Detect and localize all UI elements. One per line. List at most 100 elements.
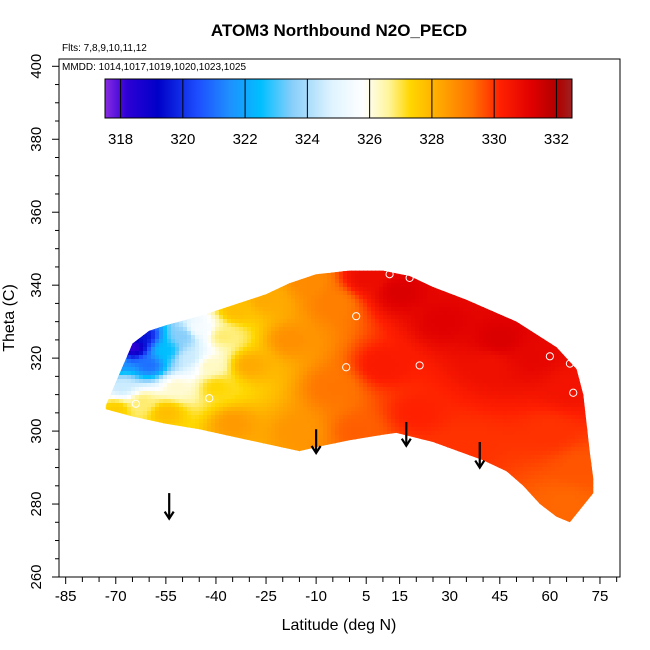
field-cell xyxy=(551,311,556,316)
field-cell xyxy=(323,303,328,308)
field-cell xyxy=(199,375,204,380)
field-cell xyxy=(243,351,248,356)
field-cell xyxy=(487,263,492,268)
field-cell xyxy=(423,331,428,336)
field-cell xyxy=(391,259,396,264)
field-cell xyxy=(191,287,196,292)
field-cell xyxy=(211,411,216,416)
field-cell xyxy=(287,299,292,304)
field-cell xyxy=(343,315,348,320)
field-cell xyxy=(367,407,372,412)
field-cell xyxy=(371,403,376,408)
field-cell xyxy=(455,359,460,364)
field-cell xyxy=(551,383,556,388)
field-cell xyxy=(587,315,592,320)
field-cell xyxy=(347,299,352,304)
field-cell xyxy=(151,339,156,344)
field-cell xyxy=(167,359,172,364)
field-cell xyxy=(371,295,376,300)
field-cell xyxy=(439,363,444,368)
field-cell xyxy=(115,367,120,372)
field-cell xyxy=(327,347,332,352)
field-cell xyxy=(115,275,120,280)
field-cell xyxy=(395,271,400,276)
field-cell xyxy=(579,379,584,384)
field-cell xyxy=(575,319,580,324)
field-cell xyxy=(279,259,284,264)
field-cell xyxy=(111,255,116,260)
field-cell xyxy=(463,259,468,264)
field-cell xyxy=(571,367,576,372)
field-cell xyxy=(323,367,328,372)
field-cell xyxy=(467,379,472,384)
field-cell xyxy=(475,347,480,352)
field-cell xyxy=(343,295,348,300)
field-cell xyxy=(115,355,120,360)
field-cell xyxy=(491,275,496,280)
field-cell xyxy=(307,383,312,388)
field-cell xyxy=(491,323,496,328)
field-cell xyxy=(243,355,248,360)
field-cell xyxy=(463,275,468,280)
field-cell xyxy=(423,367,428,372)
field-cell xyxy=(591,275,594,280)
field-cell xyxy=(435,287,440,292)
field-cell xyxy=(483,303,488,308)
field-cell xyxy=(551,279,556,284)
field-cell xyxy=(327,391,332,396)
field-cell xyxy=(363,299,368,304)
field-cell xyxy=(275,363,280,368)
field-cell xyxy=(183,331,188,336)
field-cell xyxy=(267,371,272,376)
field-cell xyxy=(275,283,280,288)
field-cell xyxy=(443,323,448,328)
field-cell xyxy=(567,355,572,360)
field-cell xyxy=(155,255,160,260)
field-cell xyxy=(187,403,192,408)
field-cell xyxy=(407,387,412,392)
field-cell xyxy=(155,263,160,268)
field-cell xyxy=(331,319,336,324)
field-cell xyxy=(455,283,460,288)
field-cell xyxy=(167,343,172,348)
field-cell xyxy=(543,363,548,368)
field-cell xyxy=(587,379,592,384)
field-cell xyxy=(155,359,160,364)
field-cell xyxy=(315,299,320,304)
field-cell xyxy=(491,359,496,364)
field-cell xyxy=(167,311,172,316)
field-cell xyxy=(275,319,280,324)
field-cell xyxy=(595,371,600,376)
field-cell xyxy=(439,271,444,276)
field-cell xyxy=(151,395,156,400)
field-cell xyxy=(423,335,428,340)
field-cell xyxy=(147,335,152,340)
field-cell xyxy=(163,311,168,316)
field-cell xyxy=(271,307,276,312)
field-cell xyxy=(595,375,600,380)
field-cell xyxy=(599,255,604,260)
field-cell xyxy=(571,299,576,304)
field-cell xyxy=(523,295,528,300)
field-cell xyxy=(331,303,336,308)
field-cell xyxy=(179,255,184,260)
field-cell xyxy=(107,270,112,272)
field-cell xyxy=(547,327,552,332)
field-cell xyxy=(219,399,224,404)
field-cell xyxy=(495,299,500,304)
field-cell xyxy=(291,371,296,376)
field-cell xyxy=(259,315,264,320)
field-cell xyxy=(427,407,432,412)
field-cell xyxy=(395,303,400,308)
field-cell xyxy=(287,311,292,316)
field-cell xyxy=(351,255,356,260)
field-cell xyxy=(107,307,112,312)
field-cell xyxy=(183,395,188,400)
field-cell xyxy=(423,391,428,396)
field-cell xyxy=(355,351,360,356)
field-cell xyxy=(391,395,396,400)
field-cell xyxy=(571,391,576,396)
field-cell xyxy=(379,303,384,308)
field-cell xyxy=(191,387,196,392)
field-cell xyxy=(343,279,348,284)
